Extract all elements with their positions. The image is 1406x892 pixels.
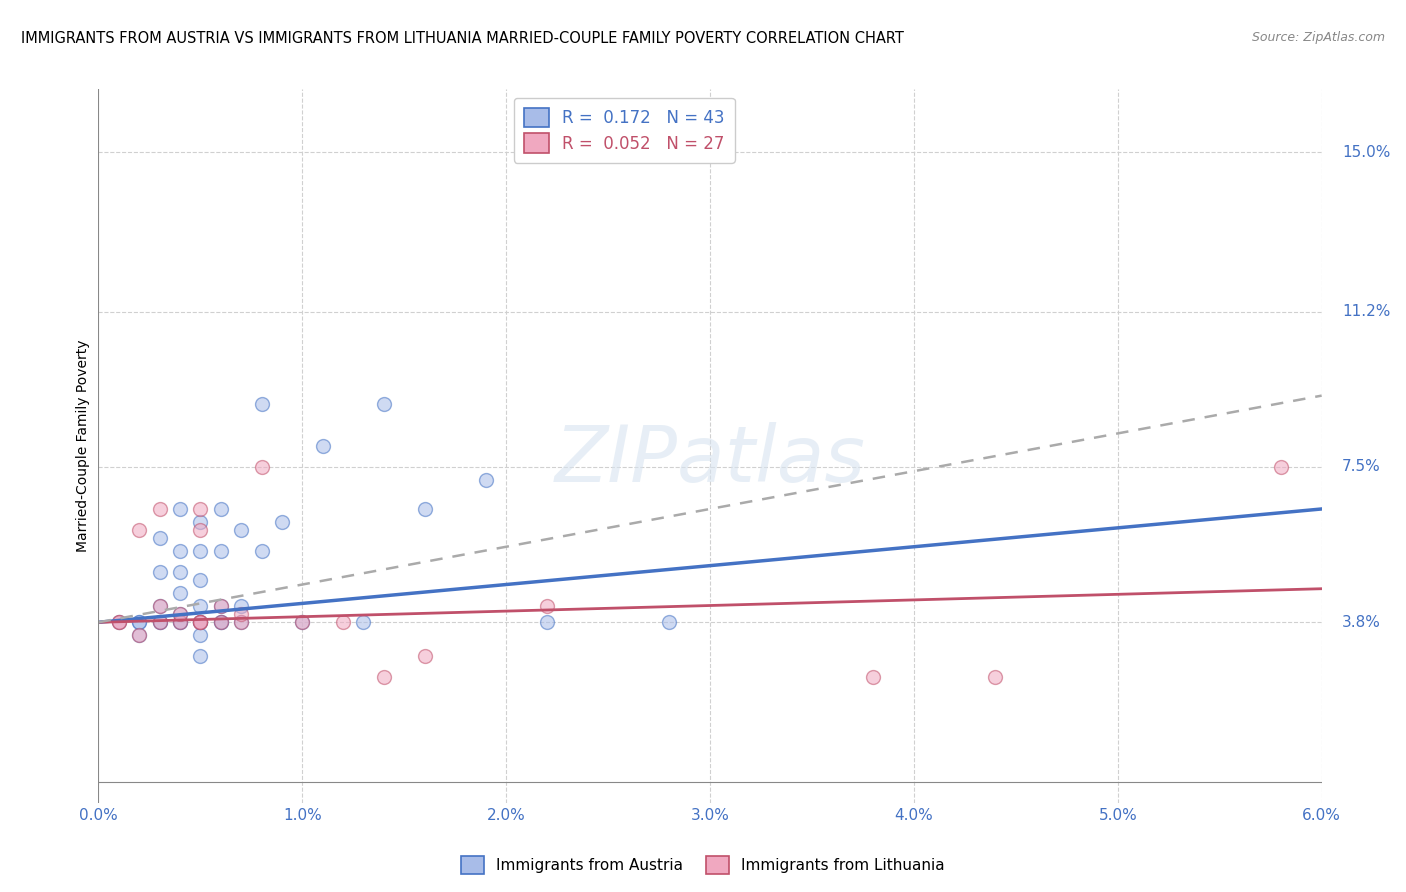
Point — [188, 544, 212, 558]
Point — [149, 615, 172, 630]
Point — [270, 515, 292, 529]
Point — [149, 502, 172, 516]
Point — [128, 615, 150, 630]
Text: ZIPatlas: ZIPatlas — [554, 422, 866, 499]
Point — [188, 615, 212, 630]
Point — [169, 607, 191, 621]
Text: Source: ZipAtlas.com: Source: ZipAtlas.com — [1251, 31, 1385, 45]
Text: 15.0%: 15.0% — [1341, 145, 1391, 160]
Point — [231, 615, 253, 630]
Point — [209, 599, 232, 613]
Point — [862, 670, 884, 684]
Point — [149, 532, 172, 546]
Point — [332, 615, 354, 630]
Point — [169, 565, 191, 579]
Point — [209, 615, 232, 630]
Point — [149, 565, 172, 579]
Point — [128, 615, 150, 630]
Point — [169, 502, 191, 516]
Point — [658, 615, 681, 630]
Point — [209, 599, 232, 613]
Point — [373, 397, 395, 411]
Point — [231, 615, 253, 630]
Point — [128, 628, 150, 642]
Point — [231, 599, 253, 613]
Point — [149, 599, 172, 613]
Point — [188, 523, 212, 537]
Point — [108, 615, 131, 630]
Point — [352, 615, 374, 630]
Point — [188, 615, 212, 630]
Point — [169, 544, 191, 558]
Point — [188, 515, 212, 529]
Point — [149, 615, 172, 630]
Text: 3.8%: 3.8% — [1341, 615, 1381, 630]
Point — [188, 615, 212, 630]
Legend: R =  0.172   N = 43, R =  0.052   N = 27: R = 0.172 N = 43, R = 0.052 N = 27 — [515, 97, 735, 162]
Legend: Immigrants from Austria, Immigrants from Lithuania: Immigrants from Austria, Immigrants from… — [456, 850, 950, 880]
Point — [149, 615, 172, 630]
Point — [108, 615, 131, 630]
Point — [188, 628, 212, 642]
Point — [128, 628, 150, 642]
Y-axis label: Married-Couple Family Poverty: Married-Couple Family Poverty — [76, 340, 90, 552]
Point — [1270, 460, 1292, 475]
Point — [188, 615, 212, 630]
Text: IMMIGRANTS FROM AUSTRIA VS IMMIGRANTS FROM LITHUANIA MARRIED-COUPLE FAMILY POVER: IMMIGRANTS FROM AUSTRIA VS IMMIGRANTS FR… — [21, 31, 904, 46]
Point — [984, 670, 1007, 684]
Point — [413, 502, 436, 516]
Point — [373, 670, 395, 684]
Point — [188, 615, 212, 630]
Point — [169, 615, 191, 630]
Point — [188, 502, 212, 516]
Point — [311, 439, 335, 453]
Point — [536, 615, 558, 630]
Point — [188, 599, 212, 613]
Point — [291, 615, 314, 630]
Point — [169, 615, 191, 630]
Point — [413, 648, 436, 663]
Point — [188, 648, 212, 663]
Point — [536, 599, 558, 613]
Point — [231, 523, 253, 537]
Point — [108, 615, 131, 630]
Point — [250, 460, 273, 475]
Point — [188, 574, 212, 588]
Text: 11.2%: 11.2% — [1341, 304, 1391, 319]
Point — [169, 586, 191, 600]
Point — [250, 397, 273, 411]
Point — [209, 544, 232, 558]
Point — [209, 502, 232, 516]
Text: 7.5%: 7.5% — [1341, 459, 1381, 475]
Point — [128, 523, 150, 537]
Point — [231, 607, 253, 621]
Point — [209, 615, 232, 630]
Point — [474, 473, 498, 487]
Point — [169, 607, 191, 621]
Point — [209, 615, 232, 630]
Point — [169, 615, 191, 630]
Point — [291, 615, 314, 630]
Point — [149, 599, 172, 613]
Point — [250, 544, 273, 558]
